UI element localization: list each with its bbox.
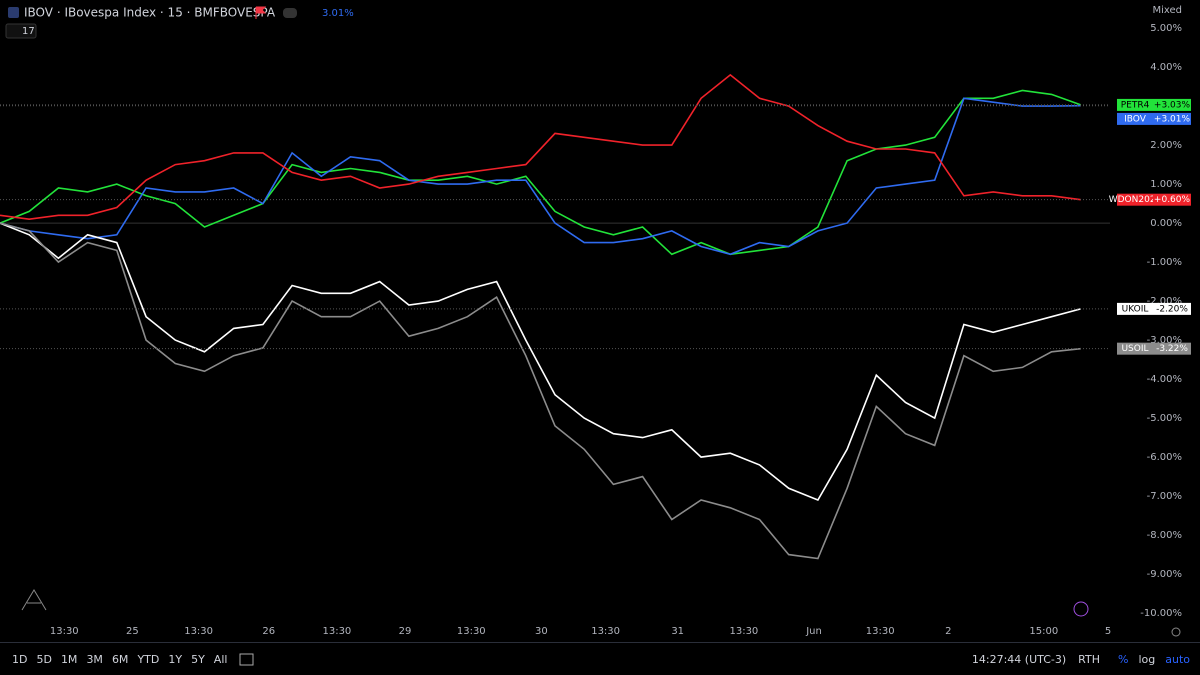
last-value-label: -3.22%	[1156, 344, 1188, 354]
symbol-title[interactable]: IBOV · IBovespa Index · 15 · BMFBOVESPA	[24, 6, 276, 20]
plot: 5.00%4.00%3.00%2.00%1.00%0.00%-1.00%-2.0…	[0, 23, 1191, 637]
logo	[21, 589, 47, 611]
legend-name: PETR4	[1121, 100, 1150, 110]
y-tick-label: -10.00%	[1140, 608, 1182, 619]
toggle-icon[interactable]	[283, 8, 297, 18]
x-tick-label: 5	[1105, 626, 1111, 637]
y-tick-label: -1.00%	[1147, 257, 1182, 268]
header-change: 3.01%	[322, 8, 354, 19]
x-tick-label: 13:30	[184, 626, 213, 637]
series-line	[0, 89, 1082, 256]
last-value-label: +3.01%	[1154, 114, 1191, 124]
series-line	[0, 73, 1081, 221]
range-button[interactable]: 1Y	[168, 652, 183, 666]
legend-name: IBOV	[1124, 114, 1147, 124]
legend-swatch	[1117, 98, 1153, 111]
y-tick-label: -8.00%	[1147, 530, 1182, 541]
range-button[interactable]: 3M	[86, 652, 103, 666]
y-tick-label: 0.00%	[1150, 218, 1182, 229]
range-button[interactable]: 1D	[12, 652, 28, 666]
x-tick-label: 15:00	[1029, 626, 1058, 637]
range-button[interactable]: 5Y	[191, 652, 205, 666]
y-tick-label: 5.00%	[1150, 23, 1182, 34]
x-tick-label: 25	[126, 626, 139, 637]
bottom-toolbar: 1D 5D 1M 3M 6M YTD 1Y 5Y All 14:27:44 (UTC-3) RT…	[0, 642, 1200, 675]
clock: 14:27:44 (UTC-3)	[971, 652, 1067, 666]
y-tick-label: -6.00%	[1147, 452, 1182, 463]
y-tick-label: 1.00%	[1150, 179, 1182, 190]
last-value-label: +0.60%	[1154, 195, 1191, 205]
date-picker-icon[interactable]	[239, 652, 255, 666]
value-box	[1153, 193, 1191, 206]
settings-icon[interactable]	[1171, 627, 1181, 637]
last-value-label: +3.03%	[1154, 100, 1191, 110]
legend-swatch	[1117, 302, 1153, 315]
legend-swatch	[1117, 342, 1153, 355]
x-tick-label: 13:30	[322, 626, 351, 637]
y-tick-label: -9.00%	[1147, 569, 1182, 580]
session[interactable]: RTH	[1078, 652, 1100, 666]
range-button[interactable]: 1M	[60, 652, 78, 666]
range-button[interactable]: YTD	[137, 652, 160, 666]
x-tick-label: 13:30	[866, 626, 895, 637]
x-tick-label: Jun	[805, 626, 822, 637]
value-box	[1153, 342, 1191, 355]
series-line	[0, 97, 1081, 256]
y-tick-label: -7.00%	[1147, 491, 1182, 502]
x-tick-label: 2	[945, 626, 951, 637]
series-line	[0, 222, 1082, 502]
last-value-label: -2.20%	[1156, 304, 1188, 314]
legend-name: UKOIL	[1122, 304, 1149, 314]
auto-toggle[interactable]: auto	[1165, 652, 1190, 666]
chart: IBOV · IBovespa Index · 15 · BMFBOVESPA …	[0, 5, 1191, 637]
y-tick-label: -2.00%	[1147, 296, 1182, 307]
value-box	[1153, 98, 1191, 111]
y-tick-label: 4.00%	[1150, 62, 1182, 73]
log-toggle[interactable]: log	[1138, 652, 1156, 666]
x-tick-label: 26	[262, 626, 275, 637]
legend-swatch	[1117, 193, 1153, 206]
y-tick-label: -3.00%	[1147, 335, 1182, 346]
count-box[interactable]	[5, 23, 37, 39]
lightning-icon[interactable]	[1073, 601, 1089, 617]
legend-swatch	[1117, 112, 1153, 125]
x-tick-label: 31	[671, 626, 684, 637]
range-button[interactable]: 6M	[111, 652, 129, 666]
scale-mode[interactable]: Mixed	[1152, 5, 1182, 16]
symbol-icon	[8, 7, 19, 18]
indicator-count[interactable]: 17	[22, 26, 35, 37]
range-button[interactable]: All	[213, 652, 228, 666]
legend-name: USOIL	[1121, 344, 1148, 354]
flag-icon	[255, 6, 267, 19]
y-tick-label: -4.00%	[1147, 374, 1182, 385]
value-box	[1153, 302, 1191, 315]
x-tick-label: 29	[399, 626, 412, 637]
x-tick-label: 13:30	[50, 626, 79, 637]
range-button[interactable]: 5D	[36, 652, 52, 666]
x-tick-label: 13:30	[591, 626, 620, 637]
y-tick-label: -5.00%	[1147, 413, 1182, 424]
x-tick-label: 13:30	[457, 626, 486, 637]
x-tick-label: 13:30	[729, 626, 758, 637]
x-tick-label: 30	[535, 626, 548, 637]
legend-name: WDON2023	[1109, 195, 1162, 205]
series-line	[0, 222, 1081, 560]
percent-toggle[interactable]: %	[1118, 652, 1129, 666]
value-box	[1153, 112, 1191, 125]
y-tick-label: 2.00%	[1150, 140, 1182, 151]
